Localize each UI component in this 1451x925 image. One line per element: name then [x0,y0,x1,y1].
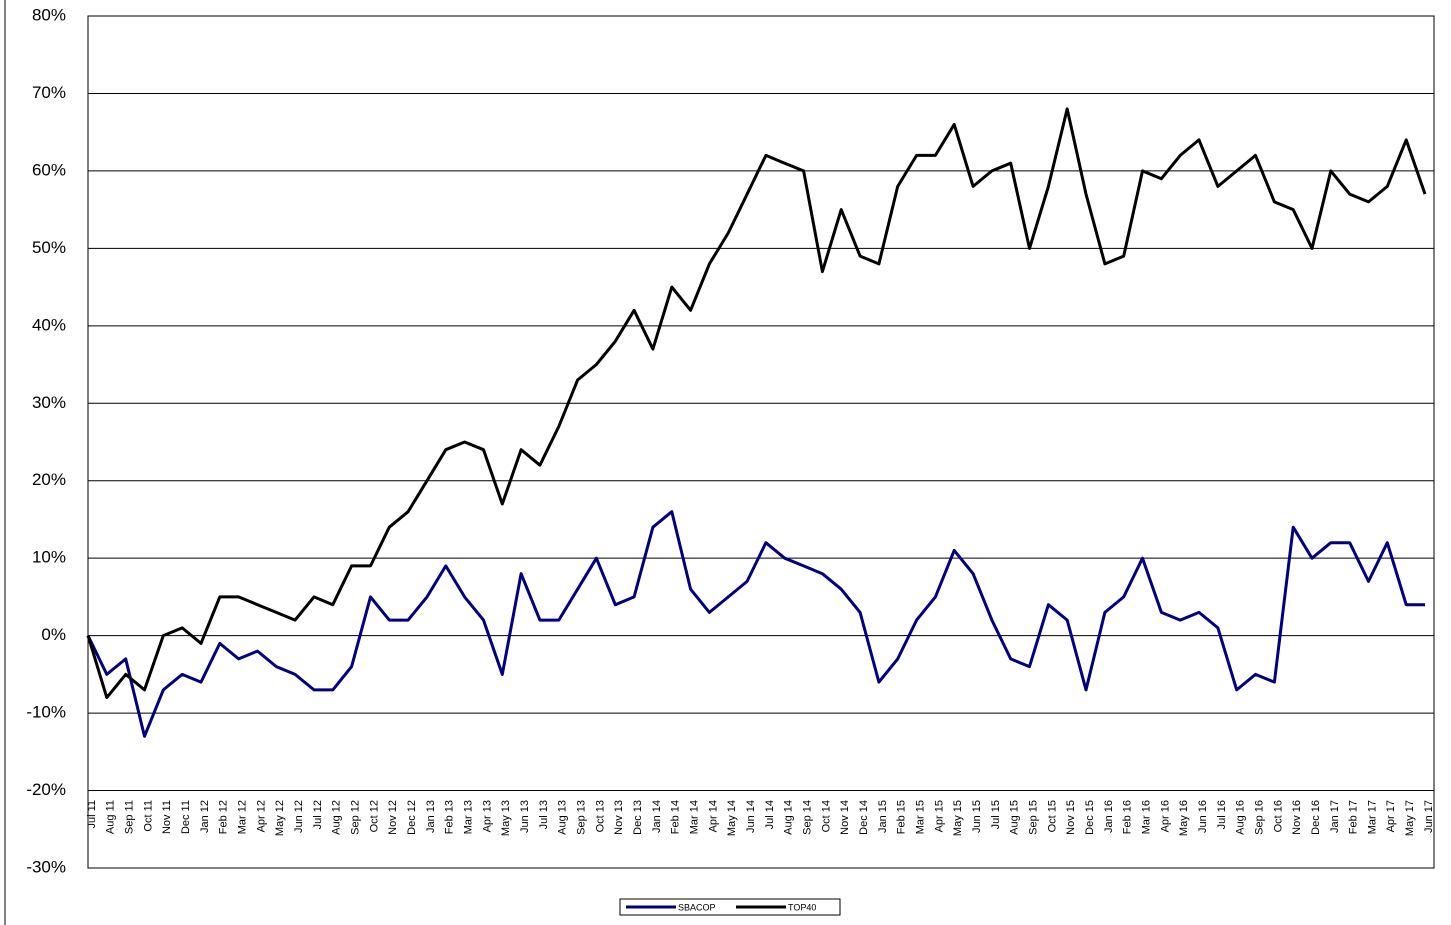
x-tick-label: Feb 12 [218,800,230,834]
y-tick-label: 20% [32,470,66,489]
x-tick-label: Feb 15 [896,800,908,834]
x-tick-label: Jan 16 [1103,800,1115,833]
x-tick-label: Dec 15 [1084,800,1096,835]
x-tick-label: May 16 [1178,800,1190,836]
x-tick-label: Nov 12 [387,800,399,835]
x-tick-label: Jul 13 [538,800,550,829]
x-tick-label: Jun 15 [971,800,983,833]
y-tick-label: 50% [32,238,66,257]
x-tick-label: Nov 11 [161,800,173,834]
y-tick-label: 70% [32,83,66,102]
x-tick-label: Dec 16 [1310,800,1322,835]
x-tick-label: Oct 11 [142,800,154,832]
x-tick-label: Mar 13 [463,800,475,834]
y-tick-label: 80% [32,5,66,24]
x-tick-label: Nov 13 [613,800,625,835]
x-tick-label: Sep 11 [124,800,136,834]
x-tick-label: May 13 [500,800,512,836]
x-tick-label: Jun 12 [293,800,305,833]
y-tick-label: 40% [32,315,66,334]
x-tick-label: Aug 11 [105,800,117,834]
y-tick-label: -30% [26,857,66,876]
x-tick-label: Jan 12 [199,800,211,833]
y-tick-label: 0% [41,625,66,644]
x-tick-label: Jun 16 [1197,800,1209,833]
x-tick-label: Nov 14 [839,800,851,835]
x-tick-label: Apr 13 [481,800,493,832]
plot-frame [87,15,1435,869]
x-tick-label: Apr 16 [1159,800,1171,832]
x-tick-label: May 15 [952,800,964,836]
x-tick-label: Jun 14 [745,800,757,833]
x-tick-label: Dec 12 [406,800,418,835]
x-tick-label: Jan 14 [651,800,663,833]
x-tick-label: Mar 16 [1140,800,1152,834]
x-tick-label: Dec 13 [632,800,644,835]
x-tick-label: Apr 15 [933,800,945,832]
x-tick-label: Jan 15 [877,800,889,833]
y-tick-label: 10% [32,548,66,567]
x-tick-label: Mar 14 [688,800,700,834]
x-tick-label: Jul 16 [1216,800,1228,829]
x-tick-label: Aug 14 [783,800,795,835]
x-tick-label: Dec 14 [858,800,870,835]
x-tick-label: Jan 13 [425,800,437,833]
x-tick-label: Aug 16 [1235,800,1247,835]
x-tick-label: Aug 12 [331,800,343,835]
legend-label: TOP40 [788,902,816,912]
x-tick-label: Aug 15 [1009,800,1021,835]
x-tick-label: Dec 11 [180,800,192,834]
x-tick-label: Oct 12 [368,800,380,832]
x-tick-label: Jul 11 [86,800,98,829]
x-tick-label: Sep 13 [576,800,588,835]
y-tick-label: 30% [32,393,66,412]
x-tick-label: Sep 14 [801,800,813,835]
x-tick-label: Mar 17 [1366,800,1378,834]
x-tick-label: Apr 17 [1385,800,1397,832]
legend-box [619,898,841,916]
series-line [86,107,1427,700]
x-tick-label: Jul 15 [990,800,1002,829]
x-tick-label: Mar 15 [914,800,926,834]
x-tick-label: Jan 17 [1329,800,1341,833]
x-tick-label: May 12 [274,800,286,836]
x-tick-label: Feb 13 [444,800,456,834]
x-tick-label: Jun 13 [519,800,531,833]
x-tick-label: Apr 14 [707,800,719,832]
x-tick-label: May 14 [726,800,738,836]
y-tick-label: -10% [26,703,66,722]
x-tick-label: Sep 12 [350,800,362,835]
x-tick-label: Jun 17 [1423,800,1435,833]
legend-label: SBACOP [678,902,716,912]
x-tick-label: Aug 13 [557,800,569,835]
x-tick-label: Mar 12 [237,800,249,834]
x-tick-label: Oct 14 [820,800,832,832]
x-tick-label: Oct 13 [594,800,606,832]
y-tick-label: -20% [26,780,66,799]
x-tick-label: Nov 16 [1291,800,1303,835]
x-tick-label: Jul 12 [312,800,324,829]
x-tick-label: Feb 14 [670,800,682,834]
x-tick-label: Feb 17 [1348,800,1360,834]
x-tick-label: Sep 16 [1253,800,1265,835]
x-tick-label: Oct 16 [1272,800,1284,832]
y-tick-label: 60% [32,160,66,179]
series-line [86,510,1425,738]
x-tick-label: Apr 12 [255,800,267,832]
x-tick-label: Nov 15 [1065,800,1077,835]
x-tick-label: May 17 [1404,800,1416,836]
x-tick-label: Feb 16 [1122,800,1134,834]
x-tick-label: Sep 15 [1027,800,1039,835]
x-tick-label: Jul 14 [764,800,776,829]
x-tick-label: Oct 15 [1046,800,1058,832]
